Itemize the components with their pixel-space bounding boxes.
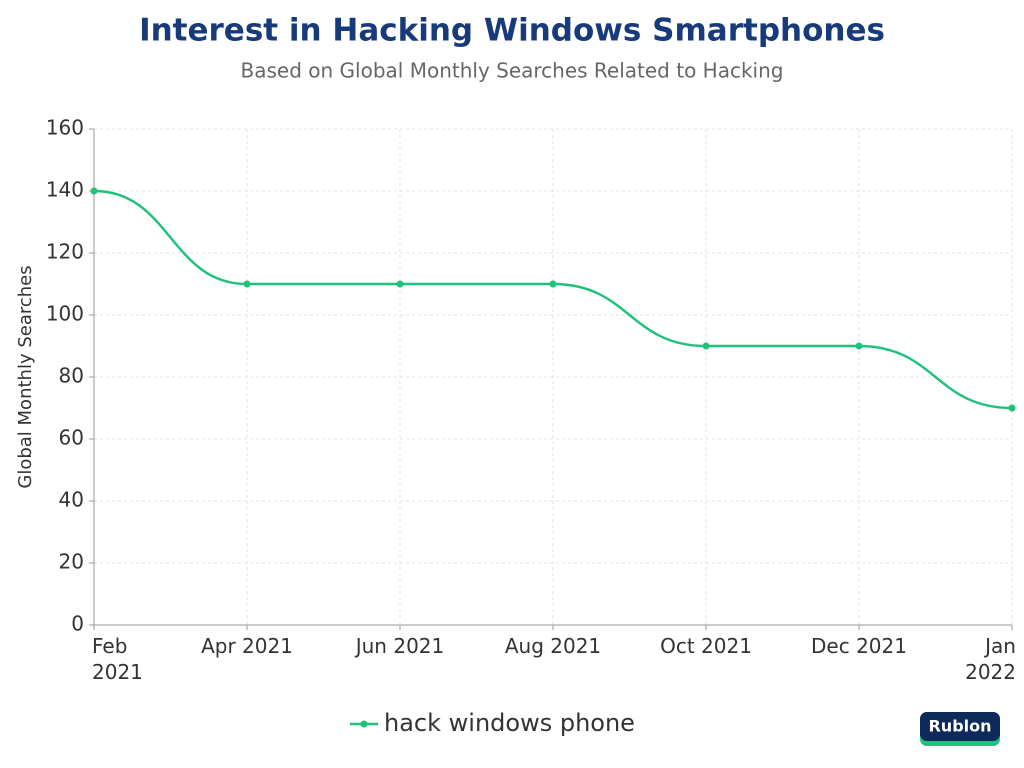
y-tick-label: 0 <box>71 612 84 636</box>
y-tick-label: 60 <box>59 426 84 450</box>
x-tick-label: Apr 2021 <box>201 634 293 658</box>
x-tick-label: Aug 2021 <box>504 634 602 658</box>
y-tick-label: 40 <box>59 488 84 512</box>
chart-subtitle: Based on Global Monthly Searches Related… <box>241 59 784 83</box>
point <box>90 187 98 195</box>
legend-marker <box>360 720 368 728</box>
chart-title: Interest in Hacking Windows Smartphones <box>139 13 885 49</box>
point <box>243 280 251 288</box>
x-tick-label: Feb 2021 <box>92 634 143 684</box>
logo-text: Rublon <box>928 717 991 736</box>
y-tick-label: 100 <box>46 302 84 326</box>
y-tick-label: 120 <box>46 240 84 264</box>
y-tick-label: 20 <box>59 550 84 574</box>
x-tick-label: Jun 2021 <box>355 634 445 658</box>
y-tick-label: 80 <box>59 364 84 388</box>
point <box>396 280 404 288</box>
point <box>1008 404 1016 412</box>
logo-inner <box>920 712 1000 741</box>
x-tick-label: Jan 2022 <box>965 634 1016 684</box>
x-tick-label: Dec 2021 <box>811 634 907 658</box>
y-axis-label: Global Monthly Searches <box>15 265 36 488</box>
legend-label: hack windows phone <box>384 709 635 737</box>
y-tick-label: 140 <box>46 178 84 202</box>
point <box>855 342 863 350</box>
point <box>702 342 710 350</box>
point <box>549 280 557 288</box>
x-tick-label: Oct 2021 <box>660 634 752 658</box>
y-tick-label: 160 <box>46 116 84 140</box>
